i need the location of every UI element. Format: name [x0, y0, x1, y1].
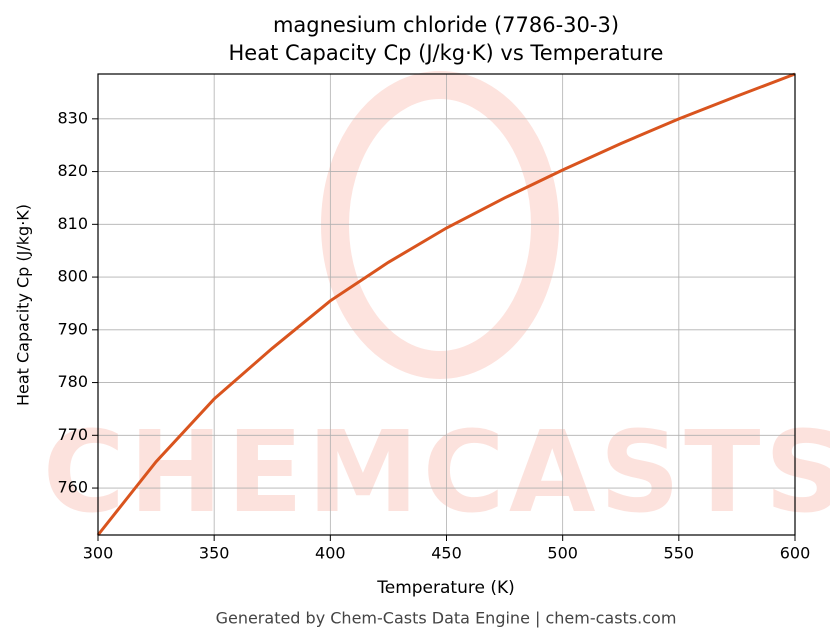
- y-tick-label: 770: [57, 425, 88, 444]
- chart-subtitle: Heat Capacity Cp (J/kg·K) vs Temperature: [229, 41, 664, 65]
- y-axis-label: Heat Capacity Cp (J/kg·K): [14, 204, 33, 406]
- y-tick-label: 810: [57, 214, 88, 233]
- x-tick-label: 600: [780, 544, 811, 563]
- x-tick-label: 450: [431, 544, 462, 563]
- plot-frame: [97, 73, 796, 536]
- x-tick-label: 400: [315, 544, 346, 563]
- x-axis-label: Temperature (K): [376, 578, 515, 598]
- watermark: CHEMCASTS: [43, 408, 830, 538]
- x-tick-label: 500: [547, 544, 578, 563]
- y-tick-label: 800: [57, 267, 88, 286]
- y-tick-label: 780: [57, 372, 88, 391]
- data-line: [96, 72, 796, 536]
- chart-title: magnesium chloride (7786-30-3): [273, 13, 619, 37]
- x-tick-label: 350: [199, 544, 230, 563]
- x-tick-label: 550: [664, 544, 695, 563]
- footer: Generated by Chem-Casts Data Engine | ch…: [216, 609, 677, 628]
- y-tick-label: 760: [57, 478, 88, 497]
- watermark-logo: [321, 71, 559, 379]
- x-tick-label: 300: [83, 544, 114, 563]
- y-tick-label: 830: [57, 108, 88, 127]
- y-tick-label: 790: [57, 319, 88, 338]
- y-tick-label: 820: [57, 161, 88, 180]
